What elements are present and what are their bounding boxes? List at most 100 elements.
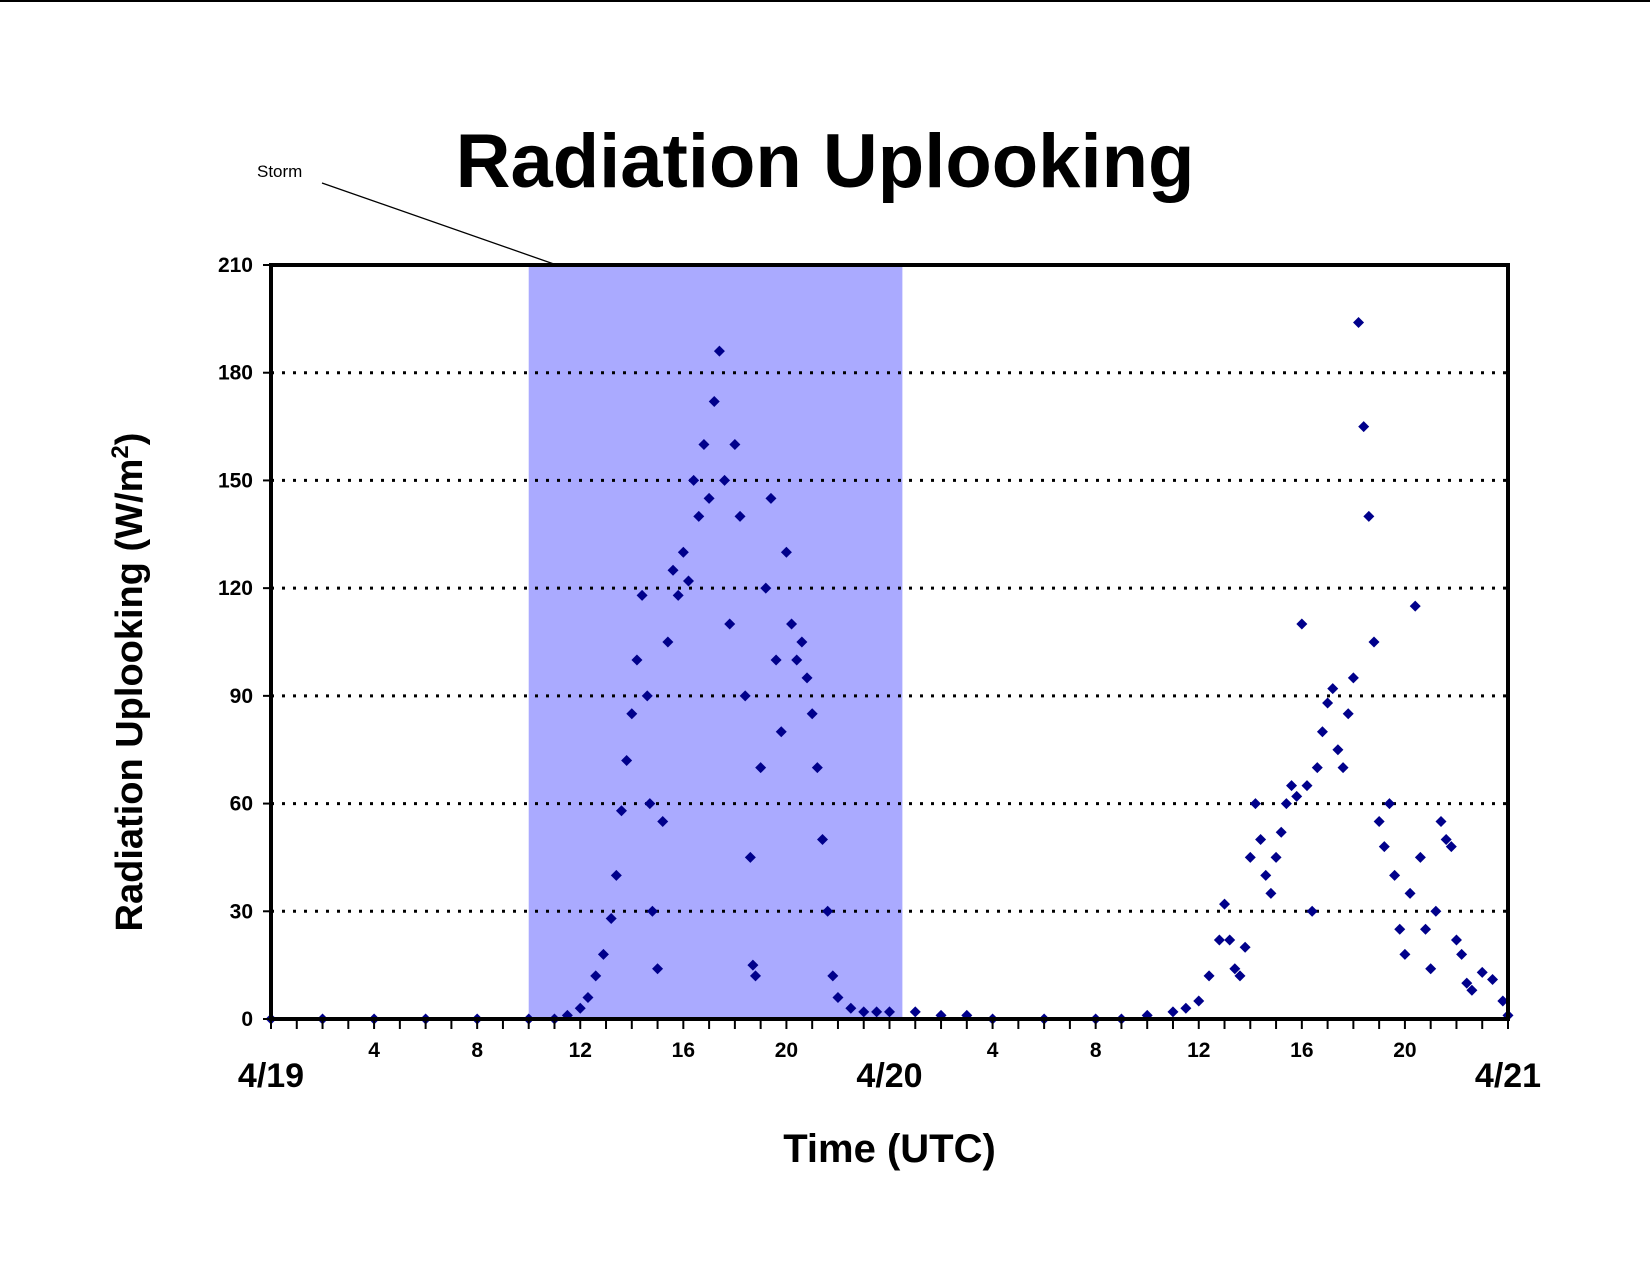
labels-layer: 0 30 60 90 120 150 180 210 4 8 12 16 20 4 8 12 16 20 4/19 4… bbox=[107, 254, 1541, 1171]
y-tick-label: 180 bbox=[218, 362, 253, 385]
data-point bbox=[662, 636, 674, 648]
data-point bbox=[1456, 948, 1468, 960]
data-point bbox=[1280, 798, 1292, 810]
data-point bbox=[724, 618, 736, 630]
data-point bbox=[739, 690, 751, 702]
data-point bbox=[744, 851, 756, 863]
data-point bbox=[822, 905, 834, 917]
x-tick-label: 4 bbox=[368, 1039, 380, 1062]
data-point bbox=[1430, 905, 1442, 917]
x-date-label: 4/20 bbox=[856, 1057, 922, 1095]
data-point bbox=[1311, 762, 1323, 774]
data-point bbox=[1383, 798, 1395, 810]
data-point bbox=[1265, 887, 1277, 899]
data-point bbox=[667, 564, 679, 576]
data-point bbox=[1213, 934, 1225, 946]
data-point bbox=[1373, 816, 1385, 828]
data-point bbox=[1286, 780, 1298, 792]
y-tick-label: 150 bbox=[218, 469, 253, 492]
data-point bbox=[621, 754, 633, 766]
data-point bbox=[1229, 963, 1241, 975]
data-point bbox=[657, 816, 669, 828]
data-point bbox=[698, 439, 710, 451]
y-tick-label: 210 bbox=[218, 254, 253, 277]
data-point bbox=[1476, 966, 1488, 978]
data-point bbox=[1255, 833, 1267, 845]
data-point bbox=[1487, 974, 1499, 986]
x-date-label: 4/19 bbox=[238, 1057, 304, 1095]
data-point bbox=[1234, 970, 1246, 982]
data-point bbox=[644, 798, 656, 810]
data-point bbox=[582, 991, 594, 1003]
data-point bbox=[1409, 600, 1421, 612]
x-axis-title: Time (UTC) bbox=[783, 1127, 996, 1171]
data-point bbox=[1219, 898, 1231, 910]
data-point bbox=[713, 345, 725, 357]
y-tick-label: 60 bbox=[230, 793, 253, 816]
data-point bbox=[1244, 851, 1256, 863]
data-point bbox=[652, 963, 664, 975]
data-point bbox=[605, 912, 617, 924]
data-point bbox=[786, 618, 798, 630]
data-point bbox=[641, 690, 653, 702]
x-tick-label: 8 bbox=[1090, 1039, 1102, 1062]
storm-annotation-layer: Storm bbox=[257, 162, 903, 1019]
storm-label: Storm bbox=[257, 162, 302, 181]
y-tick-label: 0 bbox=[241, 1008, 253, 1031]
x-tick-label: 16 bbox=[1290, 1039, 1313, 1062]
data-point bbox=[1193, 995, 1205, 1007]
data-point bbox=[1450, 934, 1462, 946]
data-point bbox=[749, 970, 761, 982]
storm-shaded-region bbox=[528, 265, 903, 1019]
top-border-rule bbox=[0, 0, 1650, 2]
data-point bbox=[858, 1006, 870, 1018]
x-tick-label: 4 bbox=[987, 1039, 999, 1062]
data-point bbox=[590, 970, 602, 982]
data-point bbox=[597, 948, 609, 960]
data-point bbox=[631, 654, 643, 666]
data-point bbox=[1180, 1002, 1192, 1014]
y-tick-label: 30 bbox=[230, 900, 253, 923]
data-point bbox=[693, 510, 705, 522]
data-point bbox=[1342, 708, 1354, 720]
storm-leader-line bbox=[321, 182, 557, 266]
data-point bbox=[1461, 977, 1473, 989]
x-tick-label: 12 bbox=[569, 1039, 592, 1062]
data-point bbox=[871, 1006, 883, 1018]
data-point bbox=[1203, 970, 1215, 982]
data-point bbox=[760, 582, 772, 594]
data-point bbox=[615, 805, 627, 817]
data-point bbox=[646, 905, 658, 917]
data-point bbox=[703, 492, 715, 504]
x-tick-label: 16 bbox=[672, 1039, 695, 1062]
data-point bbox=[626, 708, 638, 720]
data-point bbox=[1316, 726, 1328, 738]
data-point bbox=[719, 474, 731, 486]
data-point bbox=[1275, 826, 1287, 838]
data-point bbox=[827, 970, 839, 982]
data-point bbox=[765, 492, 777, 504]
x-date-label: 4/21 bbox=[1475, 1057, 1541, 1095]
data-point bbox=[1353, 316, 1365, 328]
data-point bbox=[1327, 683, 1339, 695]
data-point bbox=[1358, 421, 1370, 433]
data-point bbox=[775, 726, 787, 738]
data-point bbox=[1466, 984, 1478, 996]
grid-layer bbox=[271, 371, 1508, 913]
data-point bbox=[806, 708, 818, 720]
data-point bbox=[1420, 923, 1432, 935]
chart-title: Radiation Uplooking bbox=[455, 119, 1195, 204]
data-point bbox=[1332, 744, 1344, 756]
data-point bbox=[1378, 841, 1390, 853]
data-point bbox=[811, 762, 823, 774]
data-point bbox=[796, 636, 808, 648]
data-point bbox=[1445, 841, 1457, 853]
data-point bbox=[1337, 762, 1349, 774]
data-point bbox=[816, 833, 828, 845]
data-point bbox=[1301, 780, 1313, 792]
data-point bbox=[708, 395, 720, 407]
data-point bbox=[1306, 905, 1318, 917]
x-tick-label: 20 bbox=[1393, 1039, 1416, 1062]
axes-layer bbox=[263, 263, 1510, 1029]
